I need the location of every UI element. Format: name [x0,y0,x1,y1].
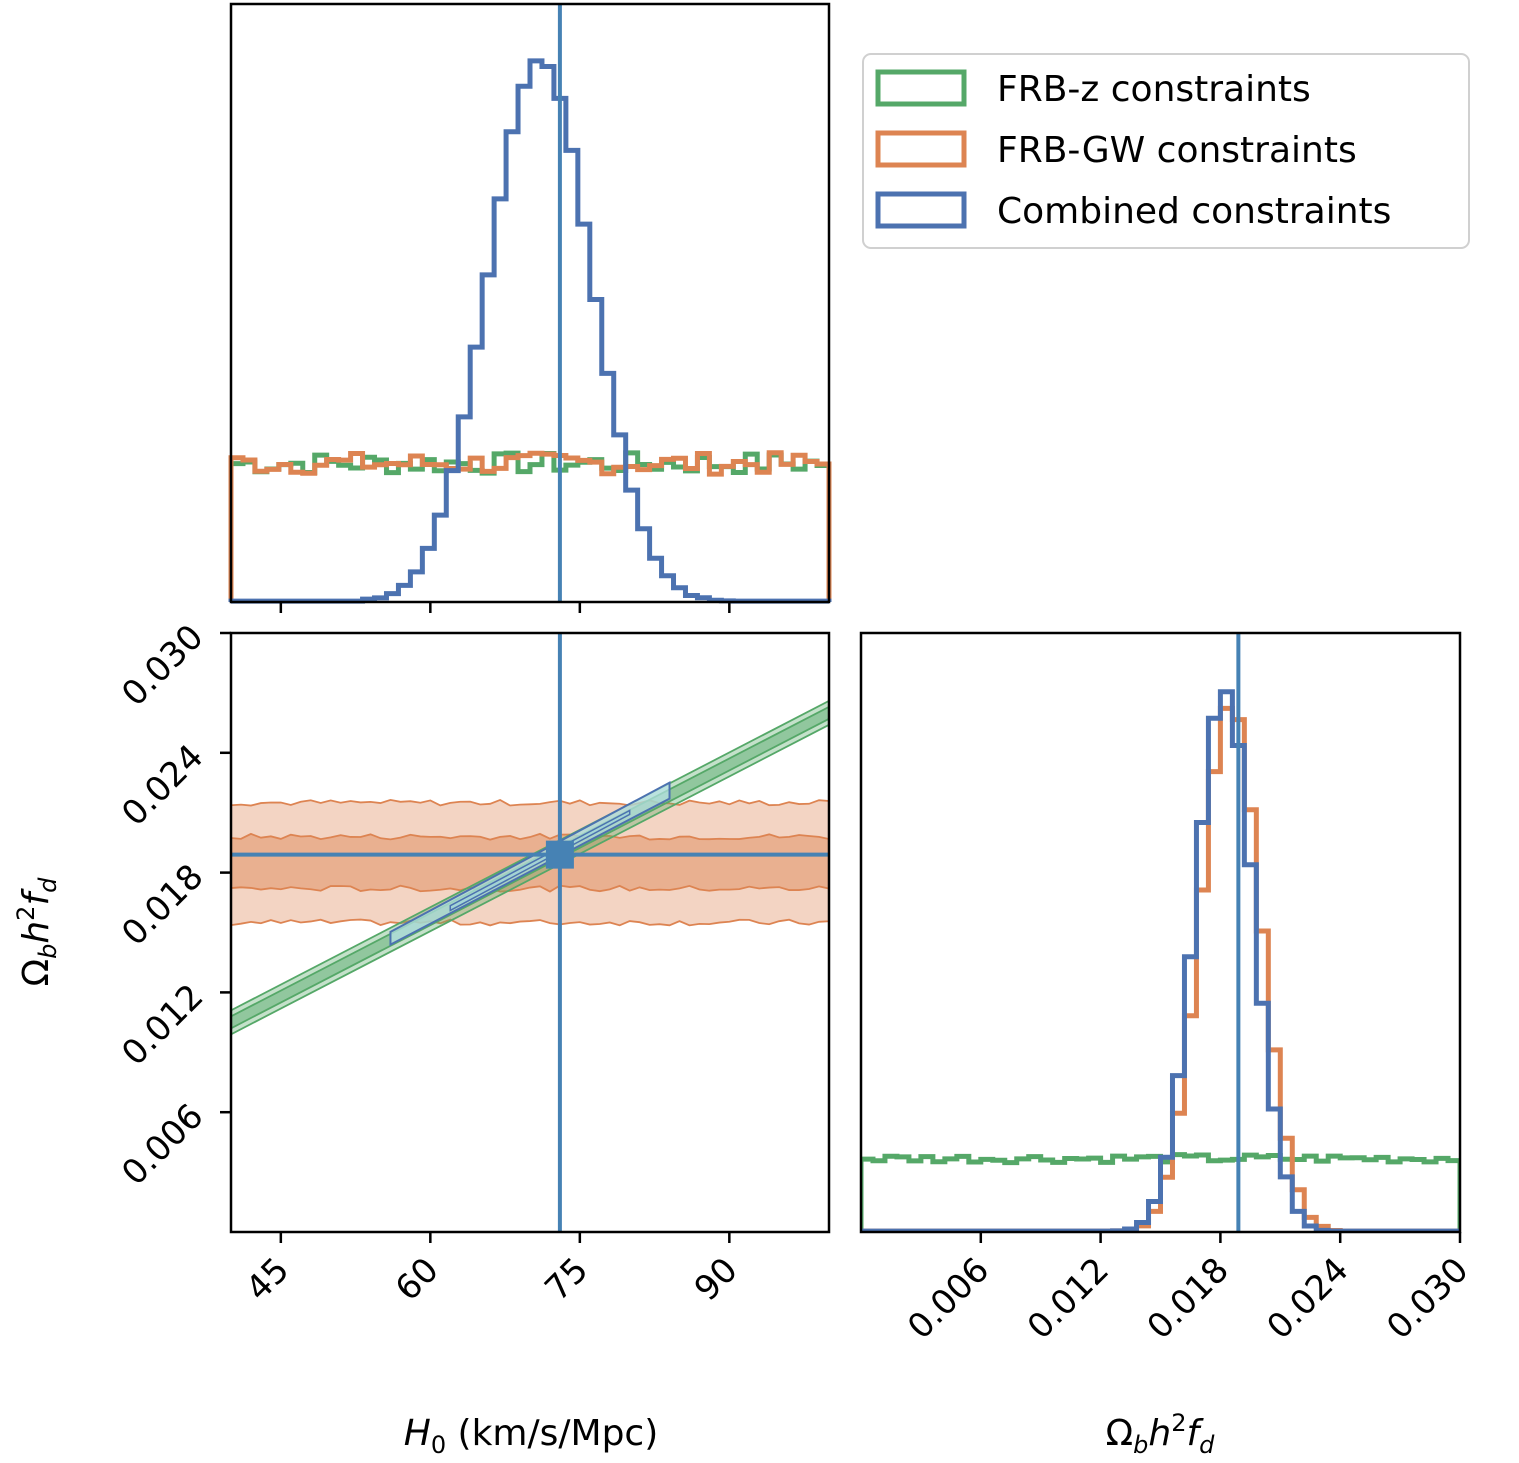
main-ytick-label: 0.006 [114,1096,211,1193]
legend: FRB-z constraints FRB-GW constraints Combi… [862,53,1470,249]
right-xtick-label: 0.018 [1140,1250,1237,1347]
joint-contour-panel: 45 60 75 90 0.006 0.012 0.018 0.024 0.030 [114,617,831,1309]
h0-histogram-panel [228,2,832,613]
legend-swatch [875,69,967,107]
legend-label: Combined constraints [997,191,1391,232]
main-ytick-label: 0.018 [114,857,211,954]
main-xtick-label: 90 [687,1250,746,1309]
hist-frb-gw-constraints [228,450,832,602]
right-xtick-label: 0.030 [1379,1250,1476,1347]
hist-combined-constraints [228,58,832,604]
x-axis-label-h0: H0 (km/s/Mpc) [404,1413,659,1459]
joint-contour-frame [229,631,831,1234]
h0-histogram-frame [229,2,831,604]
x-axis-label-omega: Ωbh2fd [1106,1409,1216,1459]
legend-frame [862,53,1470,249]
main-ytick-label: 0.024 [114,737,211,834]
legend-swatch [875,130,967,168]
right-xtick-label: 0.012 [1020,1250,1117,1347]
truth-marker [545,840,574,869]
right-xtick-label: 0.024 [1259,1250,1356,1347]
hist-frb-z-constraints [228,450,832,602]
omega-histogram-panel: 0.006 0.012 0.018 0.024 0.030 [859,631,1476,1347]
main-xtick-label: 75 [537,1250,596,1309]
y-axis-label-omega: Ωbh2fd [12,877,62,987]
hist-omega-combined-constraints [861,689,1460,1232]
omega-histogram-frame [859,631,1462,1234]
legend-swatch [875,191,967,229]
legend-label: FRB-GW constraints [997,130,1357,171]
legend-label: FRB-z constraints [997,69,1311,110]
right-xtick-label: 0.006 [900,1250,997,1347]
main-ytick-label: 0.030 [114,617,211,714]
main-xtick-label: 60 [388,1250,447,1309]
hist-omega-frb-gw-constraints [861,705,1460,1232]
main-xtick-label: 45 [238,1250,297,1309]
main-ytick-label: 0.012 [114,976,211,1073]
